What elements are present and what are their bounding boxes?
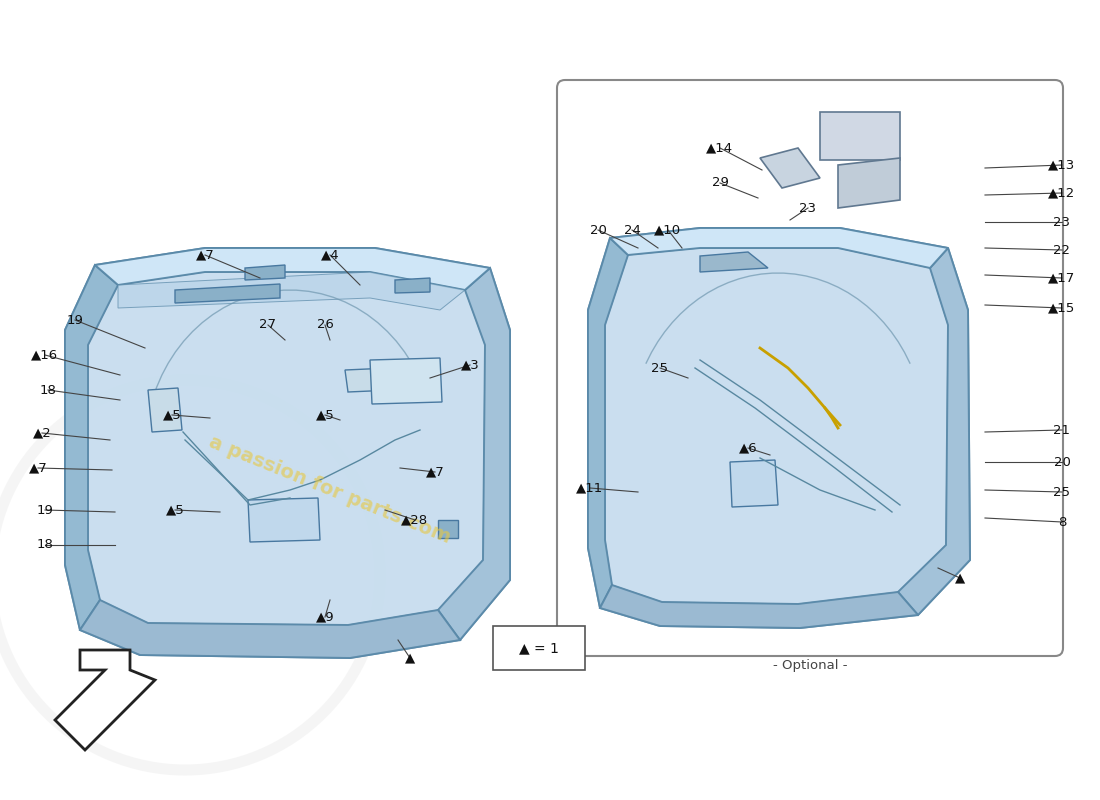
Text: ▲17: ▲17 [1048, 271, 1076, 285]
Polygon shape [588, 228, 970, 628]
Text: 22: 22 [1054, 243, 1070, 257]
Text: ▲14: ▲14 [706, 142, 734, 154]
Polygon shape [605, 248, 948, 604]
Text: 19: 19 [36, 503, 54, 517]
Polygon shape [245, 265, 285, 280]
Polygon shape [370, 358, 442, 404]
Text: ▲7: ▲7 [426, 466, 444, 478]
FancyBboxPatch shape [557, 80, 1063, 656]
Text: ▲9: ▲9 [316, 610, 334, 623]
Polygon shape [395, 278, 430, 293]
Text: 23: 23 [1054, 215, 1070, 229]
Text: 18: 18 [40, 383, 56, 397]
Text: 24: 24 [624, 223, 640, 237]
Text: ▲4: ▲4 [321, 249, 339, 262]
Polygon shape [248, 498, 320, 542]
Text: ▲15: ▲15 [1048, 302, 1076, 314]
Text: ▲2: ▲2 [33, 426, 52, 439]
Polygon shape [820, 112, 900, 160]
Text: ▲5: ▲5 [163, 409, 182, 422]
Text: ▲12: ▲12 [1048, 186, 1076, 199]
Text: ▲13: ▲13 [1048, 158, 1076, 171]
Text: 23: 23 [800, 202, 816, 214]
Polygon shape [148, 388, 182, 432]
Text: - Optional -: - Optional - [772, 658, 847, 671]
Text: ▲28: ▲28 [402, 514, 429, 526]
Text: ▲7: ▲7 [29, 462, 47, 474]
Text: 20: 20 [590, 223, 606, 237]
Polygon shape [898, 248, 970, 615]
Text: ▲11: ▲11 [576, 482, 604, 494]
Polygon shape [345, 368, 393, 392]
Polygon shape [588, 238, 628, 608]
Polygon shape [65, 248, 510, 658]
Polygon shape [730, 460, 778, 507]
Polygon shape [175, 284, 280, 303]
Text: 18: 18 [36, 538, 54, 551]
Text: 8: 8 [1058, 515, 1066, 529]
Polygon shape [88, 272, 485, 625]
Polygon shape [438, 268, 510, 640]
Text: ▲5: ▲5 [166, 503, 185, 517]
Polygon shape [610, 228, 948, 268]
Text: ▲ = 1: ▲ = 1 [519, 641, 559, 655]
Polygon shape [838, 158, 900, 208]
FancyBboxPatch shape [493, 626, 585, 670]
Polygon shape [600, 585, 918, 628]
Text: ▲7: ▲7 [196, 249, 214, 262]
Text: 29: 29 [712, 177, 728, 190]
Text: ▲3: ▲3 [461, 358, 480, 371]
Text: a passion for parts.com: a passion for parts.com [207, 433, 453, 547]
Text: 26: 26 [317, 318, 333, 331]
Polygon shape [760, 148, 820, 188]
Text: 25: 25 [651, 362, 669, 374]
Text: ▲: ▲ [955, 571, 965, 585]
Text: ▲16: ▲16 [32, 349, 58, 362]
Text: 19: 19 [67, 314, 84, 326]
Text: 20: 20 [1054, 455, 1070, 469]
Polygon shape [55, 650, 155, 750]
Text: ▲5: ▲5 [316, 409, 334, 422]
Polygon shape [700, 252, 768, 272]
Polygon shape [95, 248, 490, 290]
Text: ▲: ▲ [405, 651, 415, 665]
Text: ▲6: ▲6 [739, 442, 757, 454]
Polygon shape [80, 600, 460, 658]
Text: 25: 25 [1054, 486, 1070, 498]
Polygon shape [118, 272, 465, 310]
Text: 21: 21 [1054, 423, 1070, 437]
Text: 27: 27 [260, 318, 276, 331]
Polygon shape [65, 265, 118, 630]
Polygon shape [438, 520, 458, 538]
Text: ▲10: ▲10 [654, 223, 682, 237]
